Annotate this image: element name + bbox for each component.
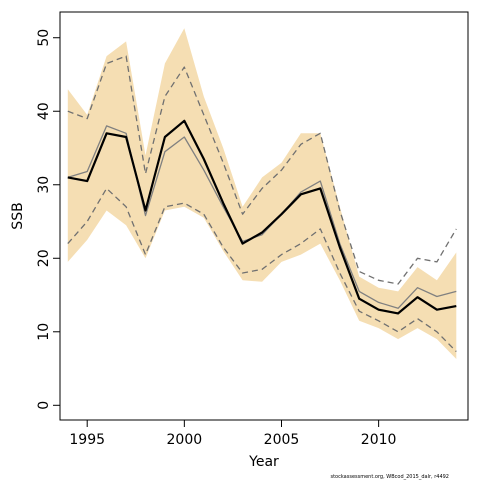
upper-dashed-line bbox=[67, 55, 457, 285]
confidence-band-layer bbox=[67, 28, 457, 359]
x-tick-label: 2000 bbox=[167, 432, 203, 448]
y-axis: 0 10 20 30 40 50 bbox=[36, 29, 61, 410]
y-tick-label: 30 bbox=[36, 176, 52, 194]
y-tick-label: 50 bbox=[36, 29, 52, 47]
x-tick-label: 2010 bbox=[361, 432, 397, 448]
confidence-band bbox=[67, 28, 457, 359]
y-tick-label: 10 bbox=[36, 323, 52, 341]
x-tick-label: 1995 bbox=[69, 432, 105, 448]
y-tick-label: 0 bbox=[36, 401, 52, 410]
footnote: stockassessment.org, WBcod_2015_dalr, r4… bbox=[330, 474, 449, 480]
x-axis: 1995 2000 2005 2010 bbox=[69, 419, 397, 448]
series-lines-layer bbox=[67, 55, 457, 353]
y-tick-label: 20 bbox=[36, 249, 52, 267]
lower-dashed-line bbox=[67, 187, 457, 353]
y-axis-title: SSB bbox=[10, 202, 26, 229]
estimate-line bbox=[67, 119, 457, 315]
x-tick-label: 2005 bbox=[264, 432, 300, 448]
x-axis-title: Year bbox=[248, 454, 279, 470]
y-tick-label: 40 bbox=[36, 102, 52, 120]
